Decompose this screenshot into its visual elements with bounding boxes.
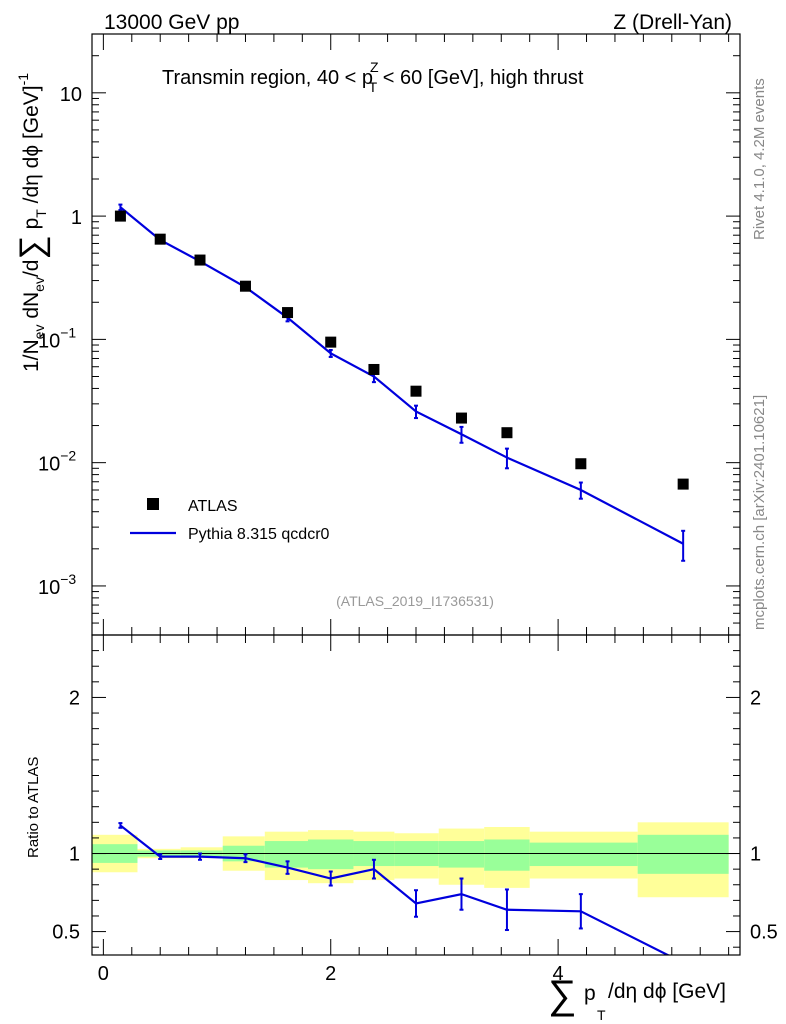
- x-axis-label: ∑ p T /dη dϕ [GeV]: [548, 973, 726, 1023]
- atlas-data-point: [239, 280, 251, 292]
- ratio-panel: 0.5 0.5 1 1 2 2 0 2 4: [52, 634, 778, 985]
- header-left-label: 13000 GeV pp: [104, 11, 239, 34]
- ratio-band-inner: [529, 842, 638, 867]
- atlas-data-point: [325, 336, 337, 348]
- atlas-data-point: [677, 478, 689, 490]
- title-post: < 60 [GeV], high thrust: [377, 67, 584, 89]
- title-pre: Transmin region, 40 < p: [162, 67, 373, 89]
- atlas-data-point: [114, 210, 126, 222]
- ratio-series-group: [118, 822, 671, 955]
- title-sub: T: [369, 79, 378, 95]
- ratio-band-inner: [438, 841, 485, 868]
- ratio-y-tick-label-right: 1: [750, 844, 761, 866]
- ratio-plot-frame: [91, 634, 741, 956]
- svg-text:1/Nev dNev/d∑ pT /dη dϕ [GeV]: 1/Nev dNev/d∑ pT /dη dϕ [GeV]-1: [13, 73, 51, 372]
- tick-exp: −3: [60, 571, 76, 587]
- ratio-y-axis-label: Ratio to ATLAS: [25, 757, 42, 858]
- main-y-tick-label: 10: [60, 84, 82, 106]
- atlas-data-point: [154, 233, 166, 245]
- ratio-tick-labels: 0.5 0.5 1 1 2 2 0 2 4: [52, 687, 778, 985]
- ratio-band-inner: [484, 839, 530, 871]
- ratio-y-tick-label-left: 2: [69, 687, 80, 709]
- atlas-data-point: [501, 427, 513, 439]
- main-y-tick-label: 10−3: [38, 571, 76, 599]
- ratio-y-tick-label-left: 1: [69, 844, 80, 866]
- main-plot-frame: [91, 33, 741, 636]
- tick-exp: −2: [60, 448, 76, 464]
- mc-line: [119, 206, 684, 545]
- ratio-y-tick-label-left: 0.5: [52, 922, 80, 944]
- ratio-uncertainty-bands: [92, 822, 729, 898]
- tick-exp: −1: [60, 324, 76, 340]
- legend-pythia-label: Pythia 8.315 qcdcr0: [188, 526, 330, 543]
- x-label-p: p: [584, 982, 596, 1005]
- x-label-t: T: [597, 1007, 606, 1023]
- ratio-axis-ticks: [92, 634, 740, 955]
- tick-base: 10: [38, 454, 60, 476]
- legend-atlas-marker: [147, 498, 159, 510]
- ratio-mc-line: [119, 824, 671, 955]
- header-right-label: Z (Drell-Yan): [613, 11, 732, 34]
- legend: ATLAS Pythia 8.315 qcdcr0: [130, 498, 330, 543]
- tick-base: 10: [38, 330, 60, 352]
- main-y-axis-label: 1/Nev dNev/d∑ pT /dη dϕ [GeV]-1: [13, 73, 51, 372]
- title-sup: Z: [370, 59, 379, 75]
- analysis-watermark: (ATLAS_2019_I1736531): [336, 593, 494, 609]
- legend-atlas-label: ATLAS: [188, 498, 238, 515]
- atlas-data-point: [282, 307, 294, 319]
- ratio-clipped-group: [118, 822, 671, 955]
- main-y-tick-label: 1: [71, 207, 82, 229]
- x-tick-label: 0: [98, 963, 109, 985]
- main-axis-ticks: [92, 33, 740, 636]
- atlas-data-point: [368, 363, 380, 375]
- ratio-band-inner: [637, 834, 729, 874]
- main-y-tick-label: 10−1: [38, 324, 76, 352]
- rivet-side-label: Rivet 4.1.0, 4.2M events: [751, 78, 768, 240]
- ratio-y-tick-label-right: 0.5: [750, 922, 778, 944]
- atlas-data-point: [455, 412, 467, 424]
- x-tick-label: 2: [325, 963, 336, 985]
- x-label-rest: /dη dϕ [GeV]: [608, 980, 726, 1003]
- x-tick-label: 4: [553, 963, 564, 985]
- ratio-band-inner: [308, 839, 354, 870]
- main-y-tick-label: 10−2: [38, 448, 76, 476]
- atlas-data-point: [575, 458, 587, 470]
- atlas-data-point: [194, 254, 206, 266]
- main-series-group: [114, 203, 689, 562]
- atlas-data-point: [410, 385, 422, 397]
- x-label-sum-symbol: ∑: [548, 973, 577, 1017]
- tick-base: 10: [38, 577, 60, 599]
- ratio-y-tick-label-right: 2: [750, 687, 761, 709]
- mcplots-side-label: mcplots.cern.ch [arXiv:2401.10621]: [751, 395, 768, 630]
- main-title: Transmin region, 40 < pZ T < 60 [GeV], hi…: [162, 59, 584, 95]
